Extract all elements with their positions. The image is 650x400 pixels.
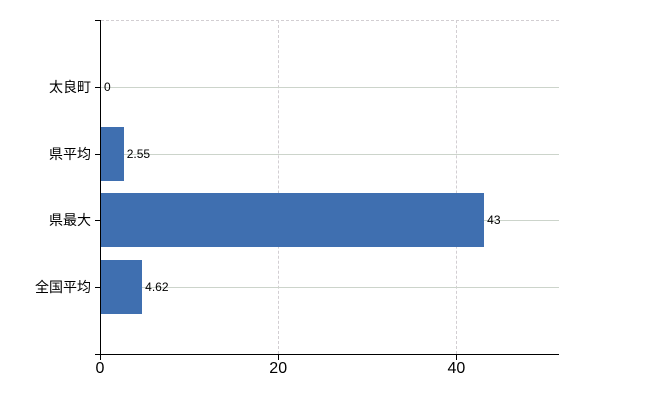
y-axis-line: [100, 20, 101, 355]
category-label: 全国平均: [35, 279, 91, 295]
value-label: 2.55: [126, 146, 151, 161]
x-axis-tick: [278, 355, 280, 360]
y-axis-tick: [95, 154, 101, 155]
bar: [101, 126, 124, 181]
x-tick-label: 20: [269, 360, 288, 377]
category-label: 県最大: [49, 212, 91, 228]
y-axis-tick: [95, 220, 101, 221]
category-label: 太良町: [49, 79, 91, 95]
horizontal-gridline: [101, 154, 559, 155]
bar: [101, 260, 143, 315]
y-axis-tick: [95, 287, 101, 288]
x-tick-label: 40: [447, 360, 466, 377]
value-label: 4.62: [145, 280, 169, 295]
horizontal-gridline: [101, 87, 559, 88]
vertical-gridline: [278, 20, 280, 354]
vertical-gridline: [456, 20, 458, 354]
value-label: 0: [104, 79, 111, 94]
category-label: 県平均: [49, 146, 91, 162]
x-axis-line: [95, 354, 559, 355]
x-axis-tick: [100, 355, 101, 360]
bar: [101, 193, 485, 248]
plot-top-border: [101, 20, 559, 21]
x-axis-tick: [456, 355, 458, 360]
value-label: 43: [487, 213, 501, 228]
y-axis-top-tick: [95, 20, 101, 21]
horizontal-gridline: [101, 287, 559, 288]
plot-area: 0 2.55 43 4.62: [101, 20, 559, 354]
y-axis-tick: [95, 87, 101, 88]
x-tick-label: 0: [95, 360, 105, 377]
